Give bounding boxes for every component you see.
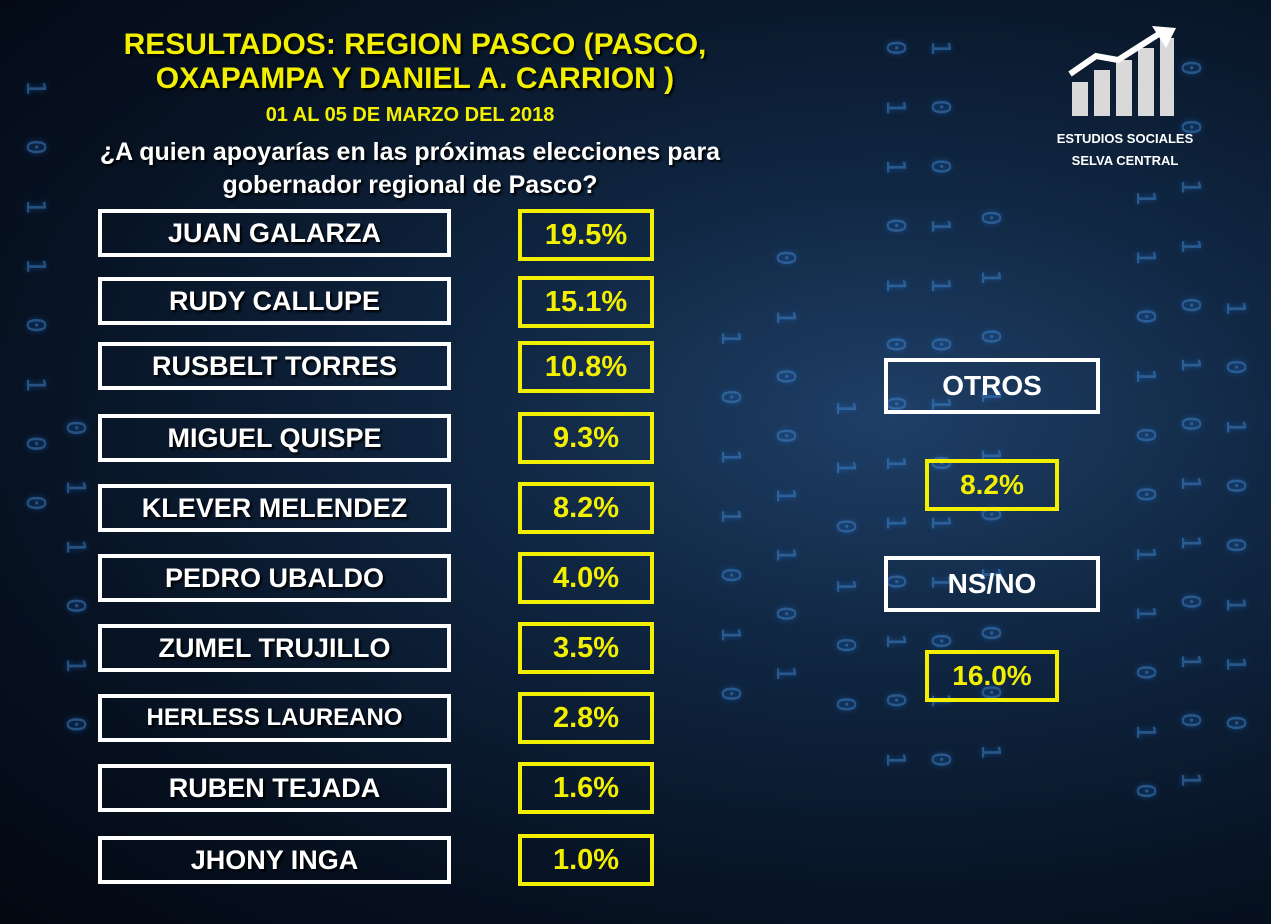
candidate-percentage: 19.5% [518,209,654,261]
candidate-name: MIGUEL QUISPE [98,414,451,462]
candidate-name: JHONY INGA [98,836,451,884]
candidate-name: KLEVER MELENDEZ [98,484,451,532]
survey-date: 01 AL 05 DE MARZO DEL 2018 [265,104,555,126]
candidate-percentage: 8.2% [518,482,654,534]
brand-name: ESTUDIOS SOCIALES SELVA CENTRAL [1030,128,1220,172]
candidate-name: ZUMEL TRUJILLO [98,624,451,672]
question-line-1: ¿A quien apoyarías en las próximas elecc… [99,138,721,166]
title-line-1: RESULTADOS: REGION PASCO (PASCO, [123,28,707,61]
question-line-2: gobernador regional de Pasco? [222,171,598,199]
brand-line-2: SELVA CENTRAL [1071,153,1179,168]
candidate-name: JUAN GALARZA [98,209,451,257]
candidate-percentage: 3.5% [518,622,654,674]
undecided-percentage: 16.0% [925,650,1059,702]
candidate-percentage: 4.0% [518,552,654,604]
brand-line-1: ESTUDIOS SOCIALES [1056,131,1194,146]
candidate-percentage: 10.8% [518,341,654,393]
candidate-name: RUSBELT TORRES [98,342,451,390]
others-percentage: 8.2% [925,459,1059,511]
undecided-label: NS/NO [884,556,1100,612]
others-label: OTROS [884,358,1100,414]
candidate-percentage: 2.8% [518,692,654,744]
candidate-percentage: 9.3% [518,412,654,464]
bar-chart-arrow-icon [1066,26,1178,123]
candidate-percentage: 1.6% [518,762,654,814]
candidate-percentage: 15.1% [518,276,654,328]
survey-question: ¿A quien apoyarías en las próximas elecc… [40,136,780,202]
candidate-name: PEDRO UBALDO [98,554,451,602]
candidate-name: HERLESS LAUREANO [98,694,451,742]
candidate-name: RUBEN TEJADA [98,764,451,812]
candidate-percentage: 1.0% [518,834,654,886]
title-line-2: OXAPAMPA Y DANIEL A. CARRION ) [155,62,675,95]
candidate-name: RUDY CALLUPE [98,277,451,325]
